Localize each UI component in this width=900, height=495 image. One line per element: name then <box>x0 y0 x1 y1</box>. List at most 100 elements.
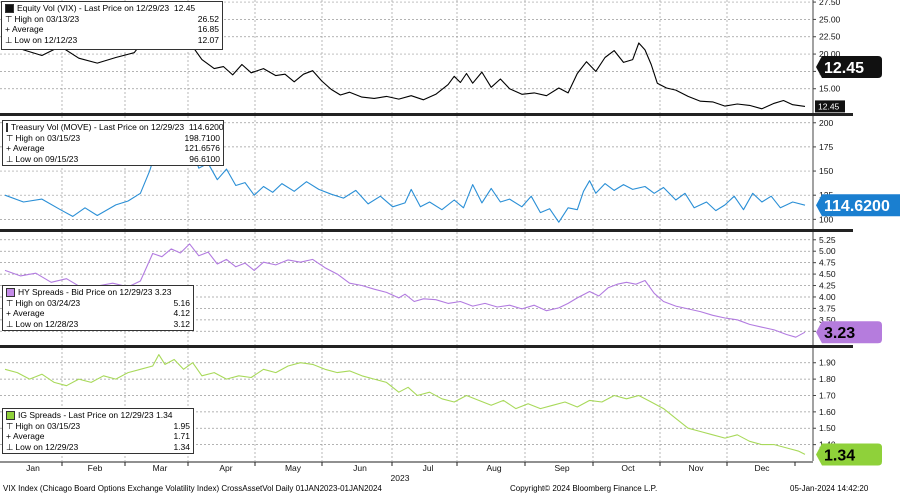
hy-ytick-label-4: 4.25 <box>819 281 836 291</box>
move-last-badge <box>816 194 900 217</box>
month-label-feb: Feb <box>88 463 103 473</box>
vix-ytick-label-1: 25.00 <box>819 14 841 24</box>
ig-ytick-label-3: 1.60 <box>819 407 836 417</box>
hy-low-label: Low on 12/28/23 <box>15 318 79 329</box>
ig-legend: IG Spreads - Last Price on 12/29/23 1.34… <box>2 408 194 454</box>
vix-avg-symbol: + <box>5 24 10 34</box>
hy-avg-label: Average <box>12 308 45 318</box>
hy-swatch <box>6 287 15 297</box>
vix-ytick-label-0: 27.50 <box>819 0 841 7</box>
footer-left: VIX Index (Chicago Board Options Exchang… <box>3 484 382 493</box>
ig-high-symbol: ⊤ <box>6 420 14 431</box>
hy-last-badge-text: 3.23 <box>824 325 855 342</box>
move-low-label: Low on 09/15/23 <box>15 153 79 164</box>
ig-low-label: Low on 12/29/23 <box>15 441 79 452</box>
move-legend-last: 114.6200 <box>188 122 224 132</box>
ig-avg-symbol: + <box>6 431 11 441</box>
ig-ytick-label-2: 1.70 <box>819 390 836 400</box>
hy-ytick-label-3: 4.50 <box>819 269 836 279</box>
hy-legend-last: 3.23 <box>154 287 172 297</box>
ig-ytick-label-1: 1.80 <box>819 374 836 384</box>
footer-copyright: Copyright© 2024 Bloomberg Finance L.P. <box>510 484 658 493</box>
ig-high-value: 1.95 <box>173 420 190 431</box>
ig-series-line <box>4 354 806 455</box>
hy-last-badge <box>816 321 882 344</box>
ig-avg-value: 1.71 <box>173 431 190 441</box>
hy-ytick-label-5: 4.00 <box>819 292 836 302</box>
hy-low-value: 3.12 <box>173 318 190 329</box>
year-label: 2023 <box>391 473 410 483</box>
month-label-nov: Nov <box>688 463 704 473</box>
vix-low-value: 12.07 <box>197 34 219 45</box>
ig-high-label: High on 03/15/23 <box>15 420 81 431</box>
vix-low-label: Low on 12/12/23 <box>14 34 78 45</box>
month-label-dec: Dec <box>754 463 770 473</box>
ig-avg-label: Average <box>12 431 45 441</box>
move-ytick-label-4: 100 <box>819 214 833 224</box>
vix-legend-last: 12.45 <box>173 3 196 13</box>
move-high-value: 198.7100 <box>184 132 220 143</box>
hy-avg-symbol: + <box>6 308 11 318</box>
vix-avg-label: Average <box>11 24 44 34</box>
month-label-jul: Jul <box>423 463 434 473</box>
month-label-apr: Apr <box>219 463 232 473</box>
vix-high-symbol: ⊤ <box>5 13 13 24</box>
footer-timestamp: 05-Jan-2024 14:42:20 <box>790 484 869 493</box>
vix-ytick-label-3: 20.00 <box>819 49 841 59</box>
vix-legend: Equity Vol (VIX) - Last Price on 12/29/2… <box>1 1 223 50</box>
hy-ytick-label-7: 3.50 <box>819 315 836 325</box>
move-high-label: High on 03/15/23 <box>15 132 81 143</box>
vix-small-badge <box>815 100 845 113</box>
hy-avg-value: 4.12 <box>173 308 190 318</box>
move-low-value: 96.6100 <box>189 153 220 164</box>
hy-series-line <box>4 243 806 338</box>
move-swatch <box>6 122 8 132</box>
hy-legend: HY Spreads - Bid Price on 12/29/23 3.23 … <box>2 285 194 331</box>
move-avg-label: Average <box>12 143 45 153</box>
move-ytick-label-2: 150 <box>819 166 833 176</box>
vix-legend-title: Equity Vol (VIX) - Last Price on 12/29/2… <box>17 3 170 13</box>
move-ytick-label-0: 200 <box>819 118 833 128</box>
month-label-jan: Jan <box>26 463 40 473</box>
ig-legend-title: IG Spreads - Last Price on 12/29/23 <box>18 410 154 420</box>
hy-ytick-label-1: 5.00 <box>819 246 836 256</box>
month-label-jun: Jun <box>353 463 367 473</box>
move-avg-value: 121.6576 <box>184 143 220 153</box>
vix-low-symbol: ⊥ <box>5 34 13 45</box>
month-label-may: May <box>285 463 302 473</box>
move-high-symbol: ⊤ <box>6 132 14 143</box>
vix-ytick-label-2: 22.50 <box>819 32 841 42</box>
ig-swatch <box>6 410 15 420</box>
hy-high-value: 5.16 <box>173 297 190 308</box>
panel-separator-1 <box>0 229 853 232</box>
hy-low-symbol: ⊥ <box>6 318 14 329</box>
ig-ytick-label-4: 1.50 <box>819 423 836 433</box>
month-label-oct: Oct <box>621 463 635 473</box>
month-label-aug: Aug <box>486 463 501 473</box>
move-avg-symbol: + <box>6 143 11 153</box>
hy-ytick-label-6: 3.75 <box>819 303 836 313</box>
vix-ytick-label-5: 15.00 <box>819 84 841 94</box>
ig-low-symbol: ⊥ <box>6 441 14 452</box>
ig-ytick-label-0: 1.90 <box>819 358 836 368</box>
ig-last-badge <box>816 443 882 466</box>
hy-legend-title: HY Spreads - Bid Price on 12/29/23 <box>18 287 153 297</box>
panel-separator-0 <box>0 113 853 116</box>
move-ytick-label-1: 175 <box>819 142 833 152</box>
month-label-sep: Sep <box>554 463 569 473</box>
vix-last-badge <box>816 56 882 78</box>
move-legend: Treasury Vol (MOVE) - Last Price on 12/2… <box>2 120 224 166</box>
vix-swatch <box>5 3 14 13</box>
vix-last-badge-text: 12.45 <box>824 60 864 77</box>
move-legend-title: Treasury Vol (MOVE) - Last Price on 12/2… <box>11 122 185 132</box>
hy-ytick-label-0: 5.25 <box>819 235 836 245</box>
hy-ytick-label-2: 4.75 <box>819 258 836 268</box>
vix-high-label: High on 03/13/23 <box>14 13 80 24</box>
vix-high-value: 26.52 <box>197 13 219 24</box>
move-low-symbol: ⊥ <box>6 153 14 164</box>
vix-avg-value: 16.85 <box>197 24 219 34</box>
hy-high-symbol: ⊤ <box>6 297 14 308</box>
move-last-badge-text: 114.6200 <box>824 198 890 215</box>
ig-legend-last: 1.34 <box>155 410 173 420</box>
